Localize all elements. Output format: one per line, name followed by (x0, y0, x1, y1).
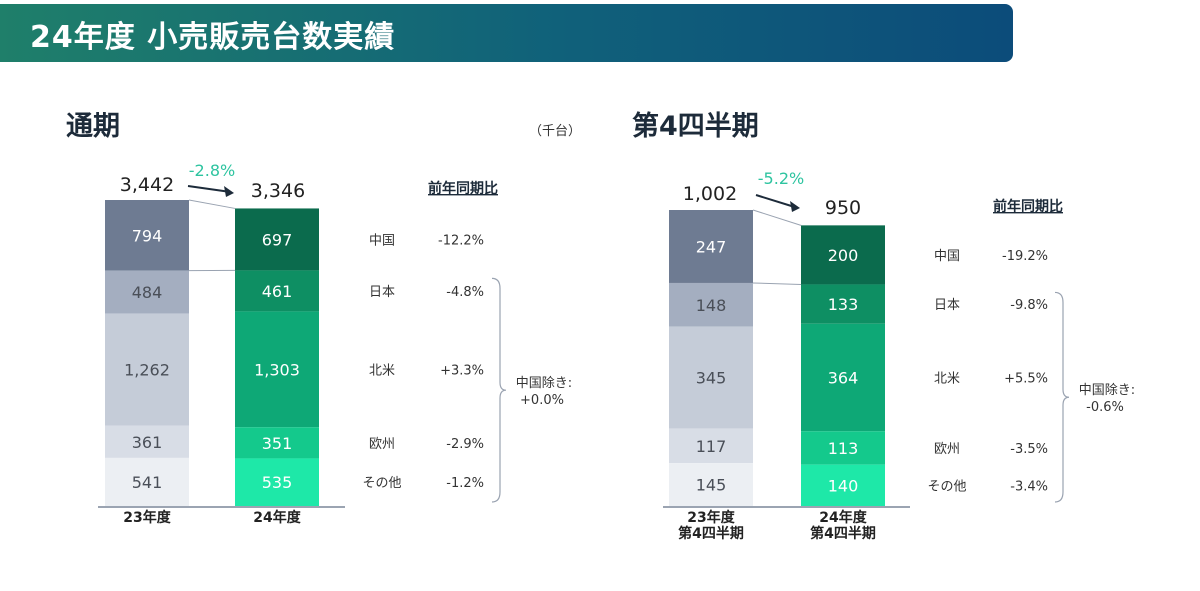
bracket-label: 中国除き: (516, 376, 572, 391)
segment-value-label: 361 (132, 433, 163, 452)
bar-segment-prev-3 (105, 313, 189, 426)
category-label: 24年度 (819, 509, 867, 526)
change-arrow-line (187, 185, 228, 193)
segment-name-label: 北米 (369, 363, 395, 378)
segment-value-label: 484 (132, 283, 163, 302)
arrow-head-icon (790, 201, 800, 212)
yoy-value-label: -2.9% (446, 437, 484, 452)
bar-segment-curr-3 (235, 311, 319, 428)
bar-segment-prev-4 (105, 425, 189, 458)
bar-segment-curr-1 (235, 208, 319, 271)
yoy-header: 前年同期比 (993, 198, 1063, 215)
bar-segment-prev-1 (105, 200, 189, 271)
bracket-value-label: -0.6% (1086, 400, 1124, 415)
bar-segment-prev-3 (669, 326, 753, 429)
segment-value-label: 345 (696, 369, 727, 388)
arrow-head-icon (224, 186, 234, 197)
category-label: 第4四半期 (678, 525, 744, 542)
bar-segment-prev-2 (669, 282, 753, 327)
annual-stacked-bar-chart: 794 484 1,262 361 541 697 461 1,303 351 535 3,442 3… (98, 161, 572, 526)
segment-value-label: 461 (262, 282, 293, 301)
segment-value-label: 117 (696, 437, 727, 456)
bar-segment-prev-5 (669, 463, 753, 506)
connector-line-china (752, 282, 802, 285)
bar-segment-prev-1 (669, 210, 753, 283)
yoy-value-label: -3.4% (1010, 479, 1048, 494)
bar-segment-prev-4 (669, 428, 753, 464)
change-arrow-line (755, 194, 794, 208)
segment-value-label: 145 (696, 476, 727, 495)
segment-value-label: 351 (262, 434, 293, 453)
bar-segment-curr-1 (801, 225, 885, 285)
exclusion-bracket (1054, 291, 1070, 503)
category-label: 第4四半期 (810, 525, 876, 542)
segment-value-label: 697 (262, 230, 293, 249)
bar-segment-curr-5 (235, 458, 319, 506)
bar-segment-prev-5 (105, 457, 189, 506)
connector-line-top (188, 199, 236, 209)
bracket-value-label: +0.0% (520, 393, 564, 408)
bar-segment-curr-4 (801, 431, 885, 465)
category-label: 24年度 (253, 509, 301, 526)
bar-segment-curr-4 (235, 427, 319, 459)
total-label: 950 (825, 197, 861, 219)
change-percent-label: -5.2% (758, 169, 804, 188)
segment-name-label: 中国 (369, 233, 395, 248)
bar-segment-curr-2 (235, 270, 319, 312)
yoy-value-label: -3.5% (1010, 442, 1048, 457)
segment-name-label: 北米 (934, 371, 960, 386)
segment-name-label: 日本 (369, 285, 395, 300)
segment-value-label: 140 (828, 476, 859, 495)
page-title: 24年度 小売販売台数実績 (30, 20, 396, 55)
segment-value-label: 247 (696, 237, 727, 256)
yoy-value-label: -19.2% (1002, 249, 1048, 264)
connector-line-top (752, 209, 802, 226)
segment-value-label: 148 (696, 296, 727, 315)
bar-segment-curr-5 (801, 464, 885, 506)
segment-value-label: 200 (828, 246, 859, 265)
segment-value-label: 1,262 (124, 361, 170, 380)
segment-name-label: 欧州 (934, 442, 960, 457)
header-banner: 24年度 小売販売台数実績 (0, 4, 1013, 62)
segment-value-label: 535 (262, 473, 293, 492)
segment-value-label: 541 (132, 473, 163, 492)
total-label: 3,442 (120, 174, 174, 196)
total-label: 1,002 (683, 183, 737, 205)
total-label: 3,346 (251, 180, 305, 202)
category-label: 23年度 (687, 509, 735, 526)
bar-segment-curr-2 (801, 284, 885, 324)
bar-segment-prev-2 (105, 270, 189, 314)
exclusion-bracket (491, 277, 507, 503)
bar-segment-curr-3 (801, 323, 885, 432)
segment-value-label: 1,303 (254, 360, 300, 379)
unit-label: （千台） (529, 124, 582, 139)
segment-name-label: その他 (927, 479, 966, 494)
segment-name-label: 中国 (934, 249, 960, 264)
segment-value-label: 113 (828, 439, 859, 458)
yoy-value-label: -12.2% (438, 233, 484, 248)
yoy-value-label: +3.3% (440, 363, 484, 378)
annual-section-title: 通期 (66, 111, 120, 142)
yoy-value-label: -4.8% (446, 285, 484, 300)
segment-value-label: 364 (828, 368, 859, 387)
bracket-label: 中国除き: (1079, 383, 1135, 398)
segment-name-label: その他 (362, 476, 401, 491)
yoy-value-label: -9.8% (1010, 298, 1048, 313)
segment-value-label: 794 (132, 226, 163, 245)
yoy-value-label: -1.2% (446, 476, 484, 491)
change-percent-label: -2.8% (189, 161, 235, 180)
segment-name-label: 日本 (934, 298, 960, 313)
yoy-value-label: +5.5% (1004, 371, 1048, 386)
yoy-header: 前年同期比 (428, 180, 498, 197)
category-label: 23年度 (123, 509, 171, 526)
segment-name-label: 欧州 (369, 437, 395, 452)
segment-value-label: 133 (828, 295, 859, 314)
q4-section-title: 第4四半期 (632, 111, 759, 142)
q4-stacked-bar-chart: 247 148 345 117 145 200 133 364 113 140 1,002 950 -5… (663, 169, 1135, 542)
